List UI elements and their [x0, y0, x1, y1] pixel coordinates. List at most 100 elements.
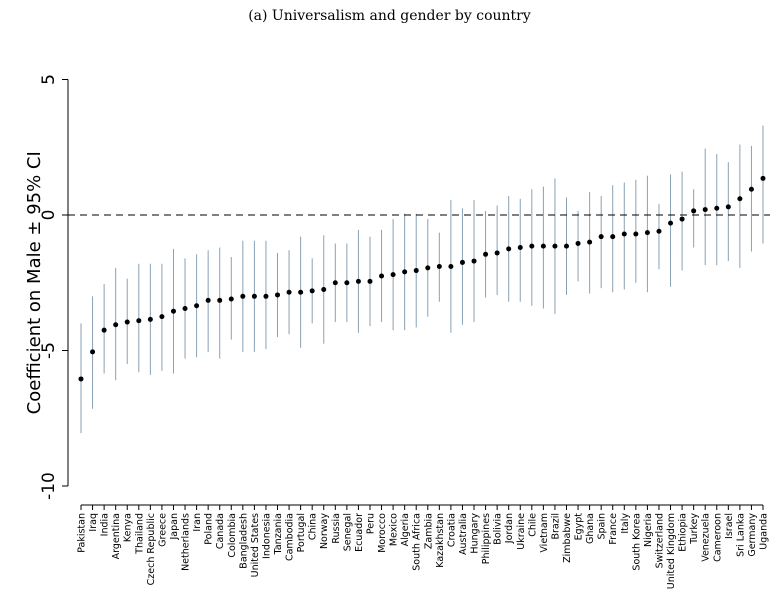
x-tick-label: Canada	[215, 513, 226, 549]
x-tick-label: Uganda	[759, 513, 770, 550]
x-tick-label: Germany	[747, 513, 758, 557]
x-tick-label: Iran	[192, 513, 203, 532]
x-tick-label: Ecuador	[354, 513, 365, 552]
x-tick-label: France	[608, 513, 619, 545]
estimate-point	[367, 278, 373, 284]
estimate-point	[344, 280, 350, 286]
y-axis-label: Coefficient on Male ± 95% CI	[24, 151, 45, 414]
x-tick-label: Japan	[169, 513, 180, 541]
x-tick-label: Cameroon	[712, 513, 723, 562]
x-tick-label: Argentina	[111, 513, 122, 559]
x-tick-label: Chile	[527, 513, 538, 537]
x-tick-label: Cambodia	[285, 513, 296, 561]
estimate-point	[413, 268, 419, 274]
x-tick-label: Portugal	[296, 513, 307, 552]
x-tick-label: Morocco	[377, 513, 388, 553]
estimate-point	[540, 243, 546, 249]
x-tick-label: Iraq	[88, 513, 99, 532]
estimate-point	[182, 305, 188, 311]
x-tick-label: Jordan	[504, 513, 515, 544]
estimate-point	[702, 207, 708, 213]
y-tick-label: -10	[39, 472, 59, 500]
x-tick-label: Bangladesh	[238, 513, 249, 569]
x-tick-label: South Africa	[412, 513, 423, 571]
estimate-point	[633, 231, 639, 237]
x-tick-label: Peru	[365, 513, 376, 534]
estimate-point	[714, 205, 720, 211]
estimate-point	[494, 250, 500, 256]
estimate-point	[425, 265, 431, 271]
estimate-point	[251, 293, 257, 299]
estimate-point	[275, 292, 281, 298]
estimate-point	[691, 208, 697, 214]
estimate-point	[448, 263, 454, 269]
x-tick-label: Switzerland	[654, 513, 665, 568]
estimate-point	[379, 273, 385, 279]
x-tick-label: Vietnam	[539, 513, 550, 553]
x-tick-label: United Kingdom	[666, 513, 677, 589]
x-tick-label: Netherlands	[181, 513, 192, 571]
x-tick-label: Egypt	[574, 513, 585, 541]
estimate-point	[483, 251, 489, 257]
x-tick-label: Indonesia	[261, 513, 272, 559]
point-layer	[78, 175, 766, 382]
estimate-point	[459, 259, 465, 265]
x-tick-label: Bolivia	[493, 513, 504, 545]
estimate-point	[286, 289, 292, 295]
estimate-point	[621, 231, 627, 237]
estimate-point	[298, 289, 304, 295]
estimate-point	[563, 243, 569, 249]
x-axis: Pakistan Iraq India Argentina Kenya Thailand C…	[77, 504, 770, 589]
estimate-point	[147, 316, 153, 322]
estimate-point	[309, 288, 315, 294]
x-tick-label: Israel	[724, 513, 735, 539]
estimate-point	[644, 230, 650, 236]
y-tick-label: 0	[39, 210, 59, 221]
x-tick-label: Spain	[597, 513, 608, 540]
x-tick-label: China	[308, 513, 319, 540]
x-tick-label: Pakistan	[77, 513, 88, 553]
estimate-point	[228, 296, 234, 302]
x-tick-label: Algeria	[400, 513, 411, 546]
estimate-point	[737, 196, 743, 202]
estimate-point	[355, 278, 361, 284]
x-tick-label: Russia	[331, 513, 342, 544]
x-tick-label: Sri Lanka	[735, 513, 746, 557]
estimate-point	[529, 243, 535, 249]
x-tick-label: South Korea	[631, 513, 642, 571]
x-tick-label: Venezuela	[701, 513, 712, 562]
ci-layer	[80, 125, 764, 434]
estimate-point	[217, 297, 223, 303]
x-tick-label: Kazakhstan	[435, 513, 446, 568]
estimate-point	[679, 216, 685, 222]
estimate-point	[725, 204, 731, 210]
estimate-point	[552, 243, 558, 249]
estimate-point	[587, 239, 593, 245]
x-tick-label: Ukraine	[516, 513, 527, 550]
estimate-point	[471, 258, 477, 264]
x-tick-label: Greece	[157, 513, 168, 547]
estimate-point	[78, 376, 84, 382]
x-tick-label: Kenya	[123, 513, 134, 542]
estimate-point	[113, 322, 119, 328]
estimate-point	[205, 297, 211, 303]
estimate-point	[610, 234, 616, 240]
estimate-point	[760, 175, 766, 181]
estimate-point	[656, 228, 662, 234]
y-tick-label: -5	[39, 342, 59, 359]
estimate-point	[390, 272, 396, 278]
estimate-point	[506, 246, 512, 252]
estimate-point	[194, 303, 200, 309]
x-tick-label: United States	[250, 513, 261, 577]
x-tick-label: Australia	[458, 513, 469, 555]
x-tick-label: Zambia	[423, 513, 434, 549]
x-tick-label: Senegal	[342, 513, 353, 551]
estimate-point	[598, 234, 604, 240]
x-tick-label: Hungary	[470, 513, 481, 554]
estimate-point	[321, 287, 327, 293]
y-tick-label: 5	[39, 74, 59, 85]
estimate-point	[136, 318, 142, 324]
estimate-point	[240, 293, 246, 299]
x-tick-label: Turkey	[689, 513, 700, 545]
